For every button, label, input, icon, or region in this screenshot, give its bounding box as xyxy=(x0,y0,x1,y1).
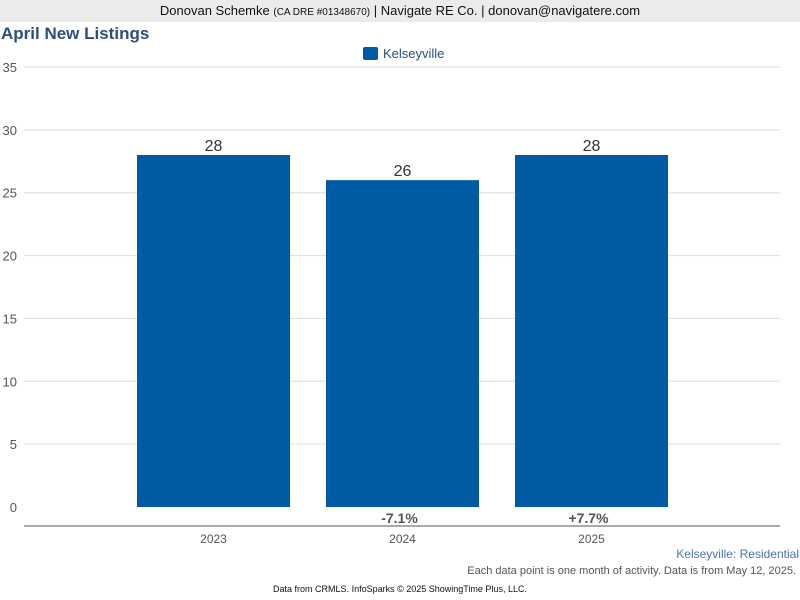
y-tick-label: 0 xyxy=(10,500,17,515)
y-tick-label: 35 xyxy=(3,60,17,75)
change-label: -7.1% xyxy=(381,510,418,526)
bar xyxy=(326,180,479,507)
data-label: 28 xyxy=(583,138,601,155)
data-credit: Data from CRMLS. InfoSparks © 2025 Showi… xyxy=(273,584,527,594)
agent-company: | Navigate RE Co. | donovan@navigatere.c… xyxy=(373,3,641,18)
change-label: +7.7% xyxy=(568,510,609,526)
y-tick-label: 20 xyxy=(3,249,17,264)
bar xyxy=(515,155,668,507)
y-tick-label: 10 xyxy=(3,374,17,389)
legend-swatch xyxy=(363,46,378,60)
data-note: Each data point is one month of activity… xyxy=(467,565,796,577)
legend-label: Kelseyville xyxy=(383,45,445,61)
chart-subtitle: Kelseyville: Residential xyxy=(676,547,799,561)
chart-title: April New Listings xyxy=(1,24,150,43)
agent-license: (CA DRE #01348670) xyxy=(273,7,371,18)
y-tick-label: 5 xyxy=(10,437,17,452)
y-tick-label: 30 xyxy=(3,123,17,138)
x-tick-label: 2023 xyxy=(200,532,227,546)
y-tick-label: 25 xyxy=(3,186,17,201)
data-label: 28 xyxy=(205,138,223,155)
data-label: 26 xyxy=(394,163,412,180)
y-tick-label: 15 xyxy=(3,311,17,326)
agent-banner: Donovan Schemke (CA DRE #01348670) | Nav… xyxy=(0,0,800,22)
agent-name: Donovan Schemke xyxy=(159,3,270,18)
x-tick-label: 2025 xyxy=(578,532,605,546)
x-tick-label: 2024 xyxy=(389,532,416,546)
bar xyxy=(137,155,290,507)
chart-legend[interactable]: Kelseyville xyxy=(363,45,444,61)
